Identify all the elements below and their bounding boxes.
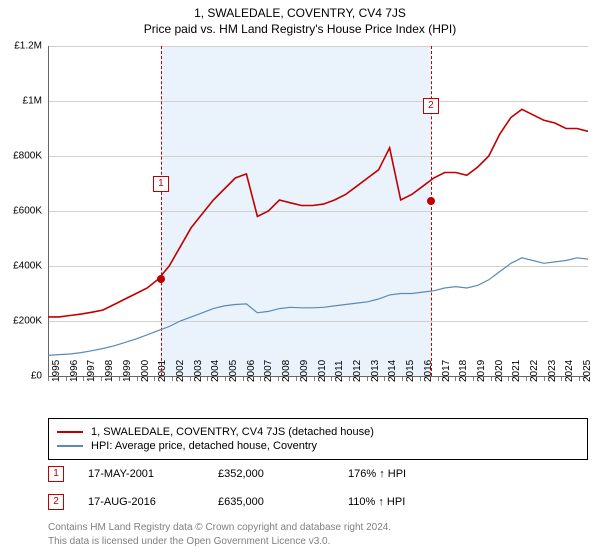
event-price-1: £352,000 bbox=[218, 468, 348, 480]
chart-area: £0£200K£400K£600K£800K£1M£1.2M1995199619… bbox=[48, 46, 588, 376]
y-axis-label: £0 bbox=[31, 371, 42, 382]
legend-label: HPI: Average price, detached house, Cove… bbox=[91, 440, 317, 452]
event-date-1: 17-MAY-2001 bbox=[88, 468, 218, 480]
y-axis-label: £600K bbox=[13, 206, 42, 217]
y-axis-label: £1M bbox=[23, 96, 42, 107]
series-property bbox=[48, 109, 588, 317]
chart-lines-svg bbox=[48, 46, 588, 376]
y-axis-label: £200K bbox=[13, 316, 42, 327]
event-marker-1: 1 bbox=[48, 466, 64, 482]
footer-line-1: Contains HM Land Registry data © Crown c… bbox=[48, 522, 391, 533]
event-price-2: £635,000 bbox=[218, 496, 348, 508]
legend-label: 1, SWALEDALE, COVENTRY, CV4 7JS (detache… bbox=[91, 426, 374, 438]
legend-swatch bbox=[57, 445, 83, 447]
chart-container: 1, SWALEDALE, COVENTRY, CV4 7JS Price pa… bbox=[0, 0, 600, 560]
series-hpi bbox=[48, 258, 588, 356]
y-axis-label: £400K bbox=[13, 261, 42, 272]
event-row-1: 1 17-MAY-2001 £352,000 176% ↑ HPI bbox=[48, 466, 406, 482]
title-address: 1, SWALEDALE, COVENTRY, CV4 7JS bbox=[0, 6, 600, 20]
legend-row: HPI: Average price, detached house, Cove… bbox=[57, 440, 579, 452]
event-row-2: 2 17-AUG-2016 £635,000 110% ↑ HPI bbox=[48, 494, 405, 510]
event-pct-2: 110% ↑ HPI bbox=[348, 496, 405, 508]
footer-line-2: This data is licensed under the Open Gov… bbox=[48, 536, 330, 547]
event-marker-2: 2 bbox=[48, 494, 64, 510]
title-block: 1, SWALEDALE, COVENTRY, CV4 7JS Price pa… bbox=[0, 0, 600, 36]
legend-row: 1, SWALEDALE, COVENTRY, CV4 7JS (detache… bbox=[57, 426, 579, 438]
legend-box: 1, SWALEDALE, COVENTRY, CV4 7JS (detache… bbox=[48, 418, 588, 460]
axis-border-bottom bbox=[48, 376, 588, 377]
legend-swatch bbox=[57, 431, 83, 433]
title-subtitle: Price paid vs. HM Land Registry's House … bbox=[0, 22, 600, 36]
y-axis-label: £800K bbox=[13, 151, 42, 162]
event-date-2: 17-AUG-2016 bbox=[88, 496, 218, 508]
event-pct-1: 176% ↑ HPI bbox=[348, 468, 406, 480]
y-axis-label: £1.2M bbox=[14, 41, 42, 52]
